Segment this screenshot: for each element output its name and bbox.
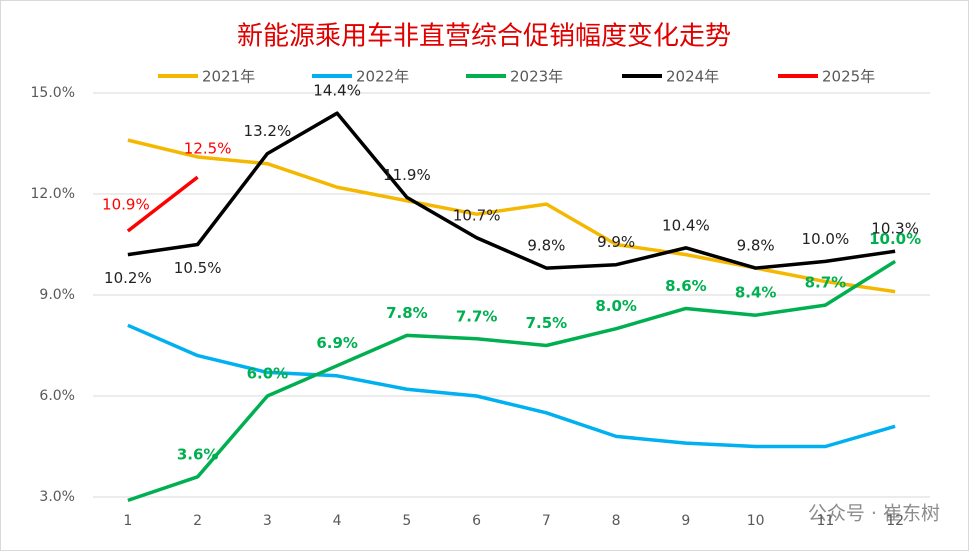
data-label: 13.2% bbox=[244, 122, 292, 140]
series-line bbox=[127, 323, 896, 449]
x-tick-label: 2 bbox=[193, 513, 202, 529]
data-label: 10.3% bbox=[871, 220, 919, 238]
legend-label: 2023年 bbox=[510, 68, 563, 86]
data-label: 10.2% bbox=[104, 269, 152, 287]
data-label: 8.6% bbox=[665, 277, 707, 295]
data-label: 7.5% bbox=[526, 314, 568, 332]
x-tick-label: 6 bbox=[472, 513, 481, 529]
data-label: 7.7% bbox=[456, 307, 498, 325]
data-label: 8.4% bbox=[735, 284, 777, 302]
y-tick-label: 3.0% bbox=[39, 489, 75, 505]
data-label: 10.7% bbox=[453, 206, 501, 224]
data-label: 3.6% bbox=[177, 445, 219, 463]
x-tick-label: 5 bbox=[402, 513, 411, 529]
legend-label: 2022年 bbox=[356, 68, 409, 86]
data-label: 11.9% bbox=[383, 166, 431, 184]
data-label: 10.0% bbox=[869, 230, 921, 248]
data-label: 9.9% bbox=[597, 233, 635, 251]
legend-label: 2024年 bbox=[666, 68, 719, 86]
data-label: 10.4% bbox=[662, 216, 710, 234]
data-label: 10.9% bbox=[102, 196, 150, 214]
legend-label: 2025年 bbox=[822, 68, 875, 86]
x-tick-label: 8 bbox=[612, 513, 621, 529]
x-tick-label: 9 bbox=[681, 513, 690, 529]
series-line bbox=[126, 175, 199, 233]
x-tick-label: 4 bbox=[333, 513, 342, 529]
chart-title: 新能源乘用车非直营综合促销幅度变化走势 bbox=[237, 22, 731, 52]
y-tick-label: 9.0% bbox=[39, 287, 75, 303]
x-tick-label: 11 bbox=[816, 513, 834, 529]
x-tick-label: 7 bbox=[542, 513, 551, 529]
data-label: 7.8% bbox=[386, 304, 428, 322]
series-line bbox=[127, 259, 897, 503]
data-label: 6.9% bbox=[316, 334, 358, 352]
data-label: 9.8% bbox=[527, 237, 565, 255]
y-tick-label: 12.0% bbox=[31, 186, 75, 202]
x-tick-label: 3 bbox=[263, 513, 272, 529]
data-label: 12.5% bbox=[184, 140, 232, 158]
watermark: 公众号 · 崔东树 bbox=[808, 503, 940, 525]
data-label: 10.0% bbox=[802, 230, 850, 248]
data-label: 10.5% bbox=[174, 259, 222, 277]
data-label: 8.7% bbox=[805, 274, 847, 292]
x-tick-label: 12 bbox=[886, 513, 904, 529]
data-label: 8.0% bbox=[595, 297, 637, 315]
y-tick-label: 6.0% bbox=[39, 388, 75, 404]
data-label: 14.4% bbox=[313, 82, 361, 100]
data-label: 6.0% bbox=[247, 365, 289, 383]
x-tick-label: 10 bbox=[747, 513, 765, 529]
legend-label: 2021年 bbox=[202, 68, 255, 86]
series-line bbox=[127, 138, 896, 294]
y-tick-label: 15.0% bbox=[31, 85, 75, 101]
x-tick-label: 1 bbox=[123, 513, 132, 529]
series-line bbox=[127, 111, 896, 270]
data-label: 9.8% bbox=[737, 237, 775, 255]
